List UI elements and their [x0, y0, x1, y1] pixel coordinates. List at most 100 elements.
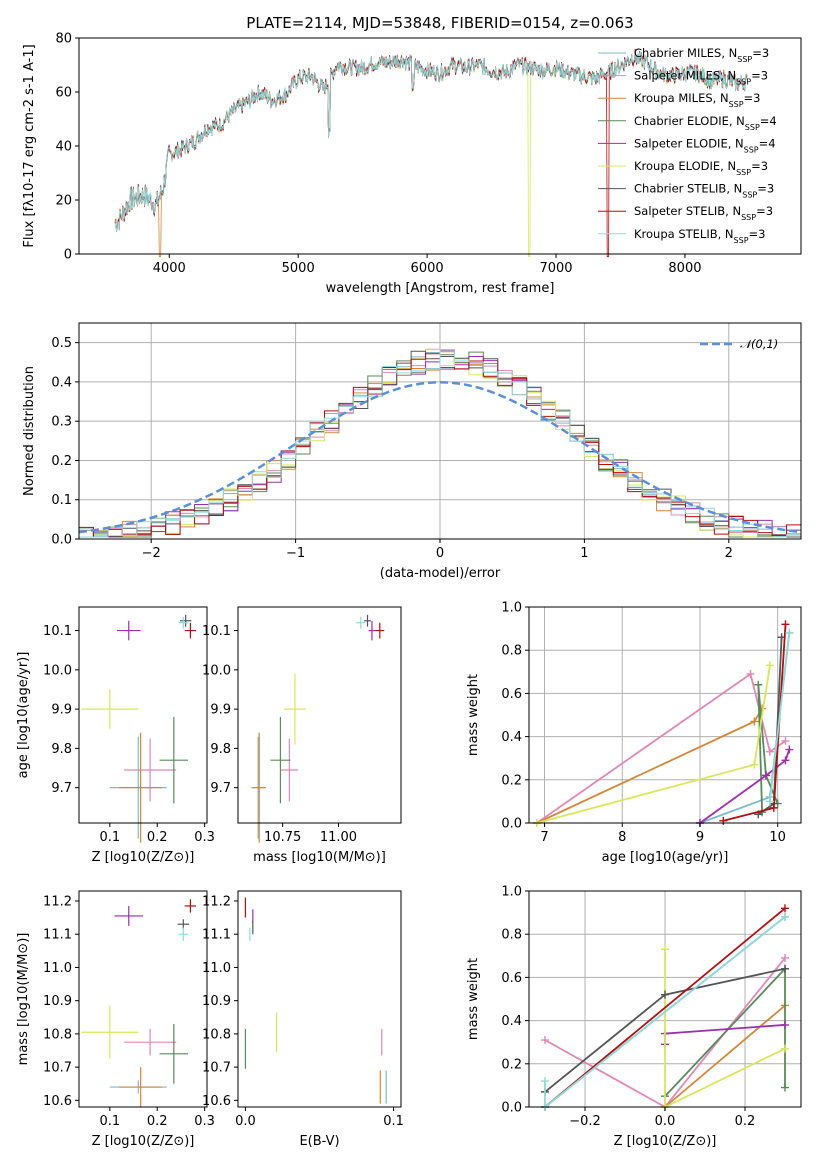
x-tick-label: 0.0 — [655, 1114, 676, 1129]
x-tick-label: 0.2 — [147, 1114, 168, 1129]
age_vs_mass-errorbars — [251, 614, 385, 843]
y-tick-label: 10.0 — [202, 663, 231, 678]
histogram-8 — [78, 350, 802, 539]
y-tick-label: 0.1 — [51, 493, 72, 508]
x-tick-label: 11.00 — [320, 830, 357, 845]
y-tick-label: 0.4 — [501, 730, 522, 745]
x-axis-label: wavelength [Angstrom, rest frame] — [326, 281, 555, 296]
y-tick-label: 10.1 — [43, 624, 72, 639]
x-tick-label: 9 — [696, 830, 704, 845]
x-tick-label: 6000 — [411, 261, 444, 276]
x-tick-label: 0.1 — [99, 1114, 120, 1129]
weight-marker — [762, 771, 771, 780]
weight-marker — [765, 661, 774, 670]
y-tick-label: 11.0 — [43, 961, 72, 976]
y-tick-label: 0.8 — [501, 928, 522, 943]
y-tick-label: 40 — [55, 140, 72, 155]
weight_vs_age-frame: 7 8 9 10 0.0 0.2 0.4 0.6 0.8 1.0 age [log10(age/yr… — [466, 601, 802, 865]
spectrum-legend: Chabrier MILES, NSSP=3 Salpeter MILES, NS… — [598, 46, 777, 244]
weight-marker — [781, 736, 790, 745]
spectrum-frame: 4000 5000 6000 7000 8000 0 20 40 60 80 wavelength … — [22, 32, 802, 296]
mass_vs_EBV-errorbars — [244, 897, 387, 1104]
y-tick-label: 9.9 — [210, 703, 231, 718]
y-tick-label: 20 — [55, 194, 72, 209]
spectrum-line-8 — [114, 52, 748, 232]
weight-marker — [750, 717, 759, 726]
y-tick-label: 0.8 — [501, 644, 522, 659]
weight-marker — [781, 912, 789, 921]
x-tick-label: 5000 — [282, 261, 315, 276]
errorbar-point — [159, 1023, 189, 1084]
weight-marker — [541, 1077, 549, 1086]
y-tick-label: 0.0 — [501, 817, 522, 832]
errorbar-point — [252, 732, 266, 843]
y-tick-label: 0.2 — [51, 454, 72, 469]
legend-label: Chabrier MILES, NSSP=3 — [634, 46, 769, 64]
x-axis-label: Z [log10(Z/Z⊙)] — [92, 1134, 195, 1149]
legend-label: Salpeter MILES, NSSP=3 — [634, 69, 768, 87]
plot-frame — [78, 890, 208, 1108]
weight-marker — [781, 756, 790, 765]
y-tick-label: 0.5 — [51, 336, 72, 351]
errorbar-point — [179, 614, 192, 627]
y-tick-label: 11.2 — [43, 894, 72, 909]
weight-series-2 — [664, 1004, 786, 1108]
x-axis-label: Z [log10(Z/Z⊙)] — [92, 850, 195, 865]
x-tick-label: −1 — [286, 546, 305, 561]
x-axis-label: E(B-V) — [299, 1134, 339, 1149]
y-tick-label: 80 — [55, 32, 72, 47]
y-axis-label: age [log10(age/yr)] — [16, 652, 31, 779]
y-tick-label: 0.6 — [501, 971, 522, 986]
errorbar-point — [283, 673, 307, 745]
weight-marker — [661, 945, 669, 954]
y-tick-label: 10.0 — [43, 663, 72, 678]
legend-label: Salpeter STELIB, NSSP=3 — [634, 204, 773, 222]
weight-marker — [785, 628, 794, 637]
y-tick-label: 9.7 — [51, 781, 72, 796]
weight-marker — [746, 669, 755, 678]
x-tick-label: 0.3 — [194, 1114, 215, 1129]
y-tick-label: 11.0 — [202, 961, 231, 976]
errorbar-point — [375, 622, 385, 639]
y-tick-label: 9.8 — [51, 742, 72, 757]
y-tick-label: 11.1 — [43, 928, 72, 943]
weight-marker — [781, 964, 789, 973]
weight-marker — [781, 904, 789, 913]
residual-histograms — [78, 348, 802, 539]
legend-label: Chabrier STELIB, NSSP=3 — [634, 182, 774, 200]
y-tick-label: 10.9 — [202, 994, 231, 1009]
x-axis-label: (data-model)/error — [380, 566, 501, 581]
plot-frame — [528, 606, 802, 824]
x-tick-label: 0.1 — [383, 1114, 404, 1129]
y-axis-label: Flux [fλ10-17 erg cm-2 s-1 A-1] — [22, 44, 37, 247]
weight-marker — [719, 816, 728, 825]
weight-marker — [769, 803, 778, 812]
x-tick-label: −0.2 — [569, 1114, 601, 1129]
x-tick-label: 2 — [725, 546, 733, 561]
weight-marker — [781, 1044, 789, 1053]
x-tick-label: 0.2 — [735, 1114, 756, 1129]
plot-frame — [78, 606, 208, 824]
errorbar-point — [119, 1067, 162, 1107]
y-tick-label: 1.0 — [501, 885, 522, 900]
x-tick-label: 0 — [436, 546, 444, 561]
weight-marker — [765, 797, 774, 806]
y-axis-label: Normed distribution — [22, 366, 37, 496]
x-axis-label: Z [log10(Z/Z⊙)] — [614, 1134, 717, 1149]
age_vs_mass-frame: 10.75 11.00 9.7 9.8 9.9 10.0 10.1 mass [log10(M… — [202, 606, 402, 865]
y-tick-label: 10.6 — [202, 1094, 231, 1109]
errorbar-point — [114, 905, 143, 926]
weight-marker — [781, 1020, 789, 1029]
errorbar-point — [280, 738, 299, 802]
x-axis-label: mass [log10(M/M⊙)] — [253, 850, 386, 865]
legend-label: Chabrier ELODIE, NSSP=4 — [634, 114, 777, 132]
legend-label: 𝒩(0,1) — [740, 337, 778, 351]
errorbar-point — [159, 716, 189, 804]
plot-frame — [237, 890, 402, 1108]
weight_vs_age-lines — [532, 620, 794, 827]
y-tick-label: 9.9 — [51, 703, 72, 718]
x-tick-label: 0.3 — [194, 830, 215, 845]
y-tick-label: 0.3 — [51, 415, 72, 430]
errorbar-point — [178, 616, 189, 629]
